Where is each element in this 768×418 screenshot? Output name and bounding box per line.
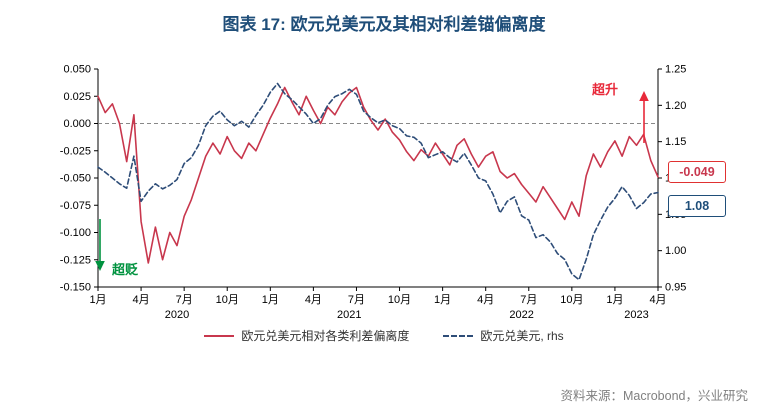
svg-text:0.050: 0.050 [63, 64, 91, 76]
legend-swatch-deviation-line [204, 334, 235, 337]
svg-text:4月: 4月 [649, 294, 666, 306]
svg-text:2023: 2023 [624, 309, 648, 321]
svg-text:10月: 10月 [388, 294, 411, 306]
latest-deviation-callout: -0.049 [668, 161, 726, 183]
svg-text:1月: 1月 [89, 294, 106, 306]
legend-swatch-eurusd-line [443, 334, 474, 337]
chart-area: 0.050 0.025 0.000 -0.025 -0.050 -0.075 -0.100 -… [6, 49, 762, 321]
undershoot-arrow-icon [95, 219, 105, 271]
svg-text:1.15: 1.15 [665, 136, 686, 148]
svg-text:0.025: 0.025 [63, 91, 91, 103]
svg-text:1月: 1月 [434, 294, 451, 306]
source-note: 资料来源：Macrobond，兴业研究 [560, 389, 748, 403]
svg-text:1月: 1月 [606, 294, 623, 306]
overshoot-arrow-icon [639, 91, 649, 143]
svg-text:-0.025: -0.025 [60, 145, 91, 157]
svg-text:1.00: 1.00 [665, 245, 686, 257]
latest-eurusd-callout: 1.08 [668, 195, 726, 217]
svg-text:-0.075: -0.075 [60, 200, 91, 212]
overshoot-label: 超升 [592, 82, 619, 97]
chart-canvas: 0.050 0.025 0.000 -0.025 -0.050 -0.075 -0.100 -… [60, 64, 687, 322]
svg-text:2020: 2020 [165, 309, 189, 321]
svg-text:7月: 7月 [520, 294, 537, 306]
svg-text:-0.050: -0.050 [60, 173, 91, 185]
svg-text:10月: 10月 [216, 294, 239, 306]
chart-legend: 欧元兑美元相对各类利差偏离度 欧元兑美元, rhs [0, 327, 768, 344]
legend-item-eurusd: 欧元兑美元, rhs [443, 327, 564, 344]
svg-text:7月: 7月 [348, 294, 365, 306]
svg-text:1月: 1月 [262, 294, 279, 306]
undershoot-label: 超贬 [112, 262, 139, 277]
svg-text:4月: 4月 [305, 294, 322, 306]
legend-label-deviation: 欧元兑美元相对各类利差偏离度 [241, 329, 410, 343]
svg-text:-0.100: -0.100 [60, 227, 91, 239]
svg-text:2022: 2022 [509, 309, 533, 321]
svg-text:-0.125: -0.125 [60, 254, 91, 266]
svg-text:0.000: 0.000 [63, 118, 91, 130]
svg-text:0.95: 0.95 [665, 282, 686, 294]
svg-text:7月: 7月 [176, 294, 193, 306]
svg-text:1.25: 1.25 [665, 64, 686, 76]
svg-text:10月: 10月 [560, 294, 583, 306]
svg-text:4月: 4月 [477, 294, 494, 306]
chart-title: 图表 17: 欧元兑美元及其相对利差锚偏离度 [222, 15, 546, 34]
svg-text:-0.150: -0.150 [60, 282, 91, 294]
svg-text:1.20: 1.20 [665, 100, 686, 112]
svg-text:4月: 4月 [133, 294, 150, 306]
svg-text:2021: 2021 [337, 309, 361, 321]
legend-item-deviation: 欧元兑美元相对各类利差偏离度 [204, 327, 409, 344]
legend-label-eurusd: 欧元兑美元, rhs [480, 329, 564, 343]
